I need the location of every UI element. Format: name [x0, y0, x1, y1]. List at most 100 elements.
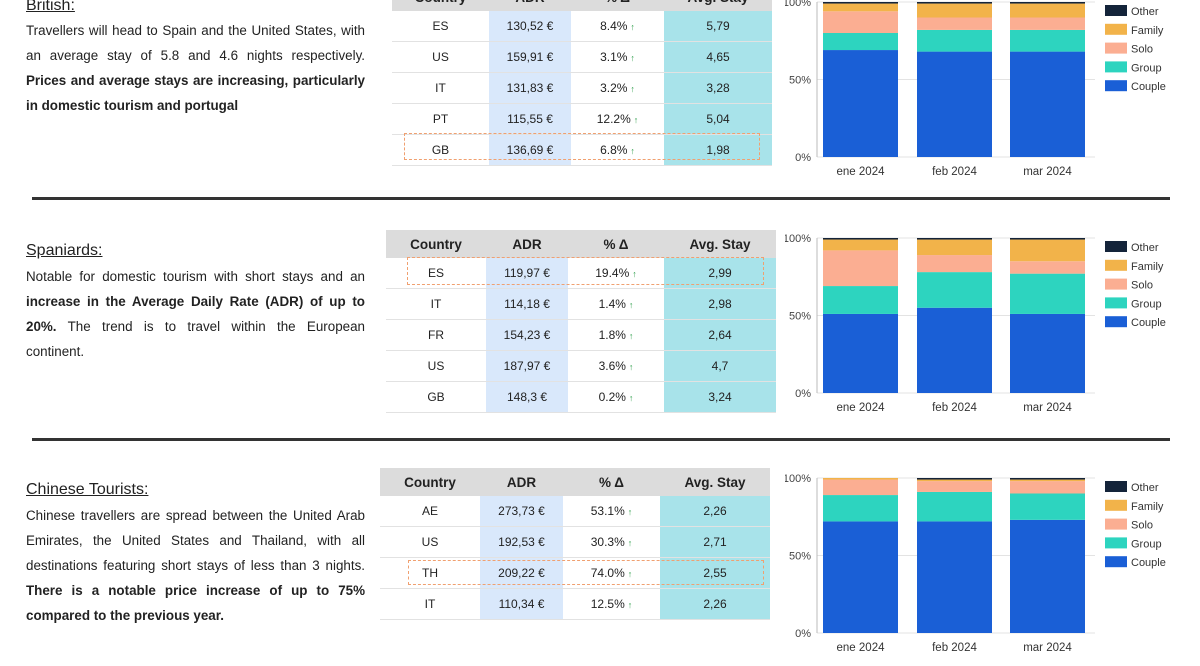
bar-segment-couple[interactable]: [917, 521, 992, 633]
table-row[interactable]: TH 209,22 € 74.0% ↑ 2,55: [380, 557, 770, 589]
legend-label-family[interactable]: Family: [1131, 25, 1164, 37]
bar-segment-family[interactable]: [917, 3, 992, 18]
cell-adr: 136,69 €: [489, 134, 571, 166]
legend-label-couple[interactable]: Couple: [1131, 317, 1166, 329]
bar-segment-group[interactable]: [823, 33, 898, 51]
cell-pct: 12.2% ↑: [571, 103, 664, 135]
cell-country: US: [380, 526, 480, 558]
legend-label-other[interactable]: Other: [1131, 482, 1159, 494]
bar-segment-couple[interactable]: [1010, 313, 1085, 393]
table-row[interactable]: FR 154,23 € 1.8% ↑ 2,64: [386, 319, 776, 351]
bar-segment-group[interactable]: [823, 495, 898, 522]
header-stay[interactable]: Avg. Stay: [660, 468, 770, 496]
cell-adr: 114,18 €: [486, 288, 568, 320]
legend-label-couple[interactable]: Couple: [1131, 81, 1166, 93]
header-adr[interactable]: ADR: [489, 0, 571, 11]
legend-label-group[interactable]: Group: [1131, 298, 1162, 310]
bar-segment-solo[interactable]: [823, 250, 898, 287]
bar-segment-other[interactable]: [823, 2, 898, 4]
table-row[interactable]: AE 273,73 € 53.1% ↑ 2,26: [380, 496, 770, 527]
cell-pct: 8.4% ↑: [571, 11, 664, 42]
bar-segment-family[interactable]: [917, 479, 992, 482]
table-row[interactable]: IT 114,18 € 1.4% ↑ 2,98: [386, 288, 776, 320]
bar-segment-solo[interactable]: [917, 255, 992, 273]
header-country[interactable]: Country: [392, 0, 489, 11]
header-country[interactable]: Country: [380, 468, 480, 496]
bar-segment-other[interactable]: [917, 478, 992, 480]
table-row[interactable]: ES 130,52 € 8.4% ↑ 5,79: [392, 11, 772, 42]
bar-segment-couple[interactable]: [823, 313, 898, 393]
bar-segment-group[interactable]: [917, 29, 992, 52]
legend-label-group[interactable]: Group: [1131, 62, 1162, 74]
header-pct[interactable]: % Δ: [571, 0, 664, 11]
bar-segment-solo[interactable]: [823, 11, 898, 33]
country-table-british: Country ADR % Δ Avg. Stay ES 130,52 € 8.4%…: [392, 0, 772, 166]
legend-label-solo[interactable]: Solo: [1131, 280, 1153, 292]
legend-label-other[interactable]: Other: [1131, 6, 1159, 18]
bar-segment-group[interactable]: [1010, 273, 1085, 314]
bar-segment-group[interactable]: [1010, 29, 1085, 52]
x-tick-label: mar 2024: [1023, 642, 1072, 654]
bar-segment-solo[interactable]: [1010, 481, 1085, 494]
bar-segment-group[interactable]: [1010, 493, 1085, 520]
bar-segment-couple[interactable]: [823, 521, 898, 633]
bar-segment-couple[interactable]: [1010, 519, 1085, 633]
bar-segment-solo[interactable]: [917, 481, 992, 492]
header-pct[interactable]: % Δ: [568, 230, 664, 258]
cell-adr-value: 130,52 €: [506, 19, 554, 33]
bar-segment-solo[interactable]: [1010, 17, 1085, 30]
header-stay[interactable]: Avg. Stay: [664, 0, 772, 11]
bar-segment-other[interactable]: [917, 238, 992, 240]
bar-segment-solo[interactable]: [823, 479, 898, 496]
bar-segment-other[interactable]: [823, 238, 898, 240]
bar-segment-other[interactable]: [1010, 2, 1085, 4]
header-country[interactable]: Country: [386, 230, 486, 258]
table-row[interactable]: IT 110,34 € 12.5% ↑ 2,26: [380, 588, 770, 620]
bar-segment-family[interactable]: [1010, 239, 1085, 262]
table-row[interactable]: GB 136,69 € 6.8% ↑ 1,98: [392, 134, 772, 166]
table-row[interactable]: PT 115,55 € 12.2% ↑ 5,04: [392, 103, 772, 135]
table-row[interactable]: US 192,53 € 30.3% ↑ 2,71: [380, 526, 770, 558]
table-row[interactable]: IT 131,83 € 3.2% ↑ 3,28: [392, 72, 772, 104]
legend-label-solo[interactable]: Solo: [1131, 520, 1153, 532]
bar-segment-couple[interactable]: [823, 50, 898, 157]
legend-swatch-family: [1105, 499, 1127, 511]
legend-label-other[interactable]: Other: [1131, 242, 1159, 254]
bar-segment-group[interactable]: [823, 286, 898, 314]
legend-label-family[interactable]: Family: [1131, 501, 1164, 513]
bar-segment-family[interactable]: [823, 239, 898, 251]
bar-segment-family[interactable]: [1010, 3, 1085, 18]
bar-segment-family[interactable]: [917, 239, 992, 256]
bar-segment-family[interactable]: [1010, 479, 1085, 482]
bar-segment-group[interactable]: [917, 491, 992, 522]
bar-segment-solo[interactable]: [1010, 261, 1085, 274]
legend-label-couple[interactable]: Couple: [1131, 557, 1166, 569]
bar-segment-family[interactable]: [823, 478, 898, 480]
bar-segment-family[interactable]: [823, 3, 898, 12]
bar-segment-other[interactable]: [917, 2, 992, 4]
text-bold: There is a notable price increase of up …: [26, 583, 365, 623]
bar-segment-other[interactable]: [1010, 478, 1085, 480]
header-stay[interactable]: Avg. Stay: [664, 230, 776, 258]
bar-segment-group[interactable]: [917, 272, 992, 308]
cell-stay: 3,24: [664, 381, 776, 413]
table-row[interactable]: ES 119,97 € 19.4% ↑ 2,99: [386, 258, 776, 289]
header-adr[interactable]: ADR: [480, 468, 563, 496]
table-row[interactable]: US 187,97 € 3.6% ↑ 4,7: [386, 350, 776, 382]
table-row[interactable]: US 159,91 € 3.1% ↑ 4,65: [392, 41, 772, 73]
legend-label-group[interactable]: Group: [1131, 538, 1162, 550]
header-adr[interactable]: ADR: [486, 230, 568, 258]
bar-segment-couple[interactable]: [917, 51, 992, 157]
header-pct[interactable]: % Δ: [563, 468, 660, 496]
legend-label-family[interactable]: Family: [1131, 261, 1164, 273]
trend-up-icon: ↑: [627, 569, 633, 579]
bar-segment-solo[interactable]: [917, 17, 992, 30]
bar-segment-other[interactable]: [1010, 238, 1085, 240]
legend-label-solo[interactable]: Solo: [1131, 44, 1153, 56]
table-row[interactable]: GB 148,3 € 0.2% ↑ 3,24: [386, 381, 776, 413]
bar-segment-couple[interactable]: [917, 307, 992, 393]
y-tick-label: 50%: [789, 75, 811, 87]
legend-swatch-group: [1105, 537, 1127, 549]
bar-segment-couple[interactable]: [1010, 51, 1085, 157]
cell-country: GB: [392, 134, 489, 166]
